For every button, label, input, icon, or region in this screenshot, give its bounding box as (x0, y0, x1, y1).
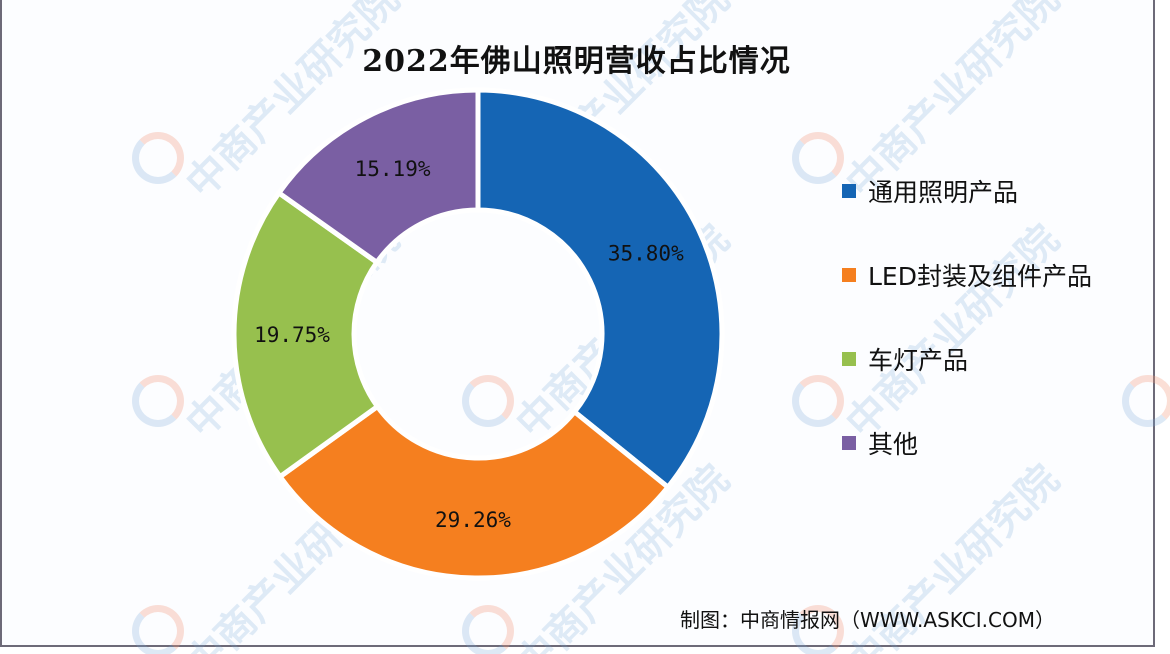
legend-swatch-icon (842, 436, 856, 450)
chart-title: 2022年佛山照明营收占比情况 (362, 44, 791, 79)
slice-led-packaging (276, 403, 672, 581)
legend-swatch-icon (842, 352, 856, 366)
data-label: 35.80% (608, 242, 684, 266)
legend-item-vehicle-lamps: 车灯产品 (842, 338, 1092, 380)
legend-label: LED封装及组件产品 (868, 262, 1092, 291)
legend-swatch-icon (842, 184, 856, 198)
slice-vehicle-lamps (231, 189, 381, 481)
source-note: 制图：中商情报网（WWW.ASKCI.COM） (680, 608, 1055, 632)
data-label: 29.26% (435, 508, 511, 532)
slice-other (275, 87, 481, 266)
legend-item-other: 其他 (842, 422, 1092, 464)
data-label: 19.75% (254, 323, 330, 347)
legend-swatch-icon (842, 268, 856, 282)
legend-label: 通用照明产品 (868, 178, 1019, 207)
legend-label: 其他 (868, 430, 919, 459)
legend-label: 车灯产品 (868, 346, 969, 375)
legend-item-general-lighting: 通用照明产品 (842, 170, 1092, 212)
legend-item-led-packaging: LED封装及组件产品 (842, 254, 1092, 296)
legend: 通用照明产品 LED封装及组件产品 车灯产品 其他 (842, 170, 1092, 506)
slice-general-lighting (475, 87, 725, 491)
data-label: 15.19% (355, 157, 431, 181)
